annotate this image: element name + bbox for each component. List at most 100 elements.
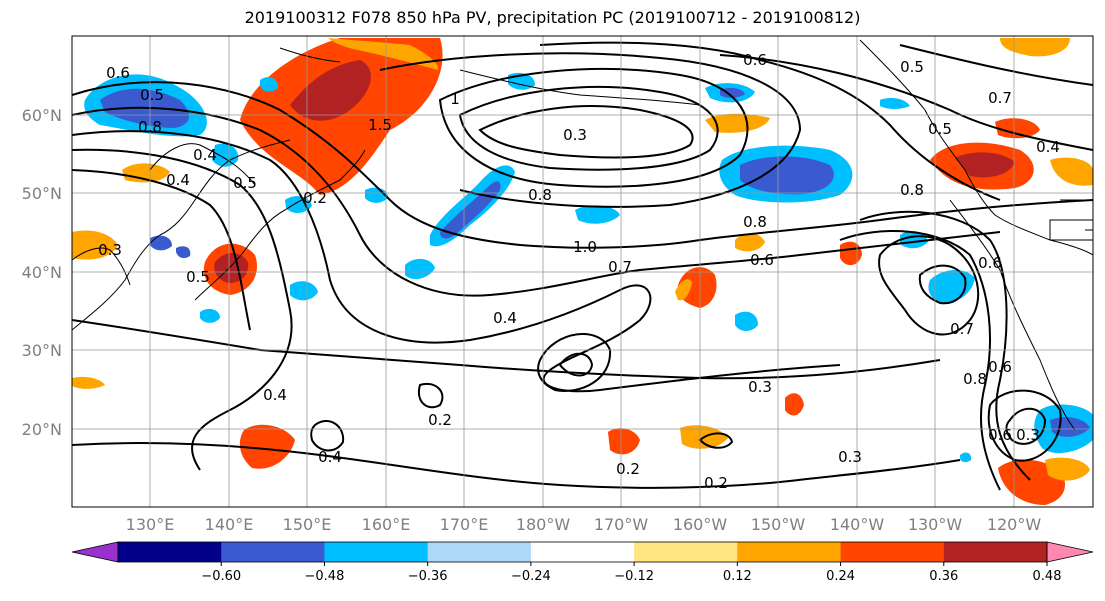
contour-label: 0.3	[838, 448, 862, 466]
precip-negative-strong	[740, 156, 834, 195]
lon-tick: 180°W	[516, 515, 571, 534]
colorbar-label: 0.36	[929, 569, 958, 584]
precip-negative	[575, 205, 620, 224]
precip-negative	[735, 311, 758, 331]
colorbar-label: −0.36	[408, 569, 448, 584]
contour-label: 0.6	[988, 358, 1012, 376]
precip-moderate	[1045, 457, 1090, 481]
precip-negative	[290, 281, 318, 301]
precip-positive	[677, 267, 717, 308]
contour-label: 0.2	[303, 189, 327, 207]
precip-positive	[608, 428, 640, 455]
contour-label: 0.7	[608, 258, 632, 276]
colorbar-swatch	[840, 542, 945, 562]
colorbar-swatch	[324, 542, 429, 562]
contour-label: 0.6	[106, 64, 130, 82]
contour-label: 0.8	[528, 186, 552, 204]
precip-positive	[840, 241, 862, 266]
lat-tick: 50°N	[22, 184, 62, 203]
lat-tick: 60°N	[22, 106, 62, 125]
precip-negative	[880, 98, 910, 109]
colorbar-swatch	[221, 542, 325, 562]
lat-axis: 60°N 50°N 40°N 30°N 20°N	[22, 106, 62, 439]
colorbar	[71, 541, 1094, 563]
lat-tick: 20°N	[22, 420, 62, 439]
precip-negative-strong	[720, 87, 745, 98]
precip-positive	[239, 424, 295, 469]
lon-tick: 160°E	[362, 515, 411, 534]
precip-moderate	[72, 376, 105, 389]
precip-moderate	[705, 113, 770, 133]
colorbar-extend-low	[71, 541, 119, 563]
lon-tick: 160°W	[673, 515, 728, 534]
contour-label: 0.6	[978, 254, 1002, 272]
contour-label: 0.5	[186, 268, 210, 286]
precip-moderate	[1000, 38, 1070, 57]
contour-label: 0.6	[988, 426, 1012, 444]
lon-tick: 130°E	[126, 515, 175, 534]
precip-negative	[285, 196, 312, 214]
colorbar-swatch	[530, 542, 635, 562]
colorbar-swatch	[118, 542, 222, 562]
contour-label: 0.7	[950, 320, 974, 338]
colorbar-swatch	[634, 542, 738, 562]
precip-positive	[995, 118, 1040, 139]
contour-label: 0.2	[616, 460, 640, 478]
grid-lines	[72, 36, 1093, 507]
contour-label: 0.4	[318, 448, 342, 466]
lon-tick: 130°W	[908, 515, 963, 534]
map-frame	[71, 35, 1094, 508]
contour-label: 0.4	[493, 309, 517, 327]
colorbar-label: −0.60	[201, 569, 241, 584]
contour-label: 0.5	[140, 86, 164, 104]
lon-tick: 170°E	[440, 515, 489, 534]
precip-strong	[955, 152, 1015, 178]
precip-moderate	[675, 279, 692, 301]
colorbar-label: −0.24	[511, 569, 551, 584]
precip-moderate	[735, 233, 765, 252]
contour-label: 0.2	[428, 411, 452, 429]
contour-label: 1	[450, 90, 460, 108]
precip-negative	[260, 76, 278, 92]
colorbar-labels: −0.60 −0.48 −0.36 −0.24 −0.12 0.12 0.24 0.36 0.4…	[201, 562, 1062, 584]
precip-moderate	[1050, 157, 1093, 186]
contour-label: 1.0	[573, 238, 597, 256]
contour-label: 0.3	[563, 126, 587, 144]
contour-label: 0.3	[1016, 426, 1040, 444]
coastlines	[72, 39, 1093, 431]
contour-labels: 0.6 0.5 0.8 0.4 0.5 0.3 0.4 0.5 1 1.5 0.2 0.3 0.8 1.0…	[98, 51, 1060, 492]
contour-label: 0.5	[233, 174, 257, 192]
colorbar-label: −0.48	[305, 569, 345, 584]
precip-negative	[200, 308, 220, 323]
precip-positive	[785, 393, 804, 416]
colorbar-frame	[117, 541, 1048, 563]
lon-axis: 130°E 140°E 150°E 160°E 170°E 180°W 170°…	[126, 515, 1042, 534]
contour-label: 0.5	[900, 58, 924, 76]
precip-negative	[212, 143, 239, 167]
colorbar-label: 0.12	[723, 569, 752, 584]
precip-moderate	[328, 38, 439, 70]
contour-label: 0.7	[988, 89, 1012, 107]
contour-label: 0.4	[166, 171, 190, 189]
contour-label: 0.8	[963, 370, 987, 388]
precip-negative	[405, 258, 435, 280]
lon-tick: 120°W	[987, 515, 1042, 534]
contour-label: 0.4	[1036, 138, 1060, 156]
lon-tick: 170°W	[594, 515, 649, 534]
contour-label: 0.4	[263, 386, 287, 404]
contour-label: 0.2	[704, 474, 728, 492]
contour-label: 0.5	[928, 120, 952, 138]
contour-label: 0.8	[138, 118, 162, 136]
colorbar-label: 0.48	[1033, 569, 1062, 584]
colorbar-swatch	[737, 542, 842, 562]
contour-label: 0.3	[98, 241, 122, 259]
precip-negative-strong	[150, 235, 172, 251]
colorbar-label: −0.12	[614, 569, 654, 584]
precip-negative	[960, 452, 972, 463]
precip-shading	[72, 38, 1093, 505]
lon-tick: 140°E	[205, 515, 254, 534]
lat-tick: 30°N	[22, 341, 62, 360]
lon-tick: 140°W	[830, 515, 885, 534]
contour-label: 0.6	[750, 251, 774, 269]
